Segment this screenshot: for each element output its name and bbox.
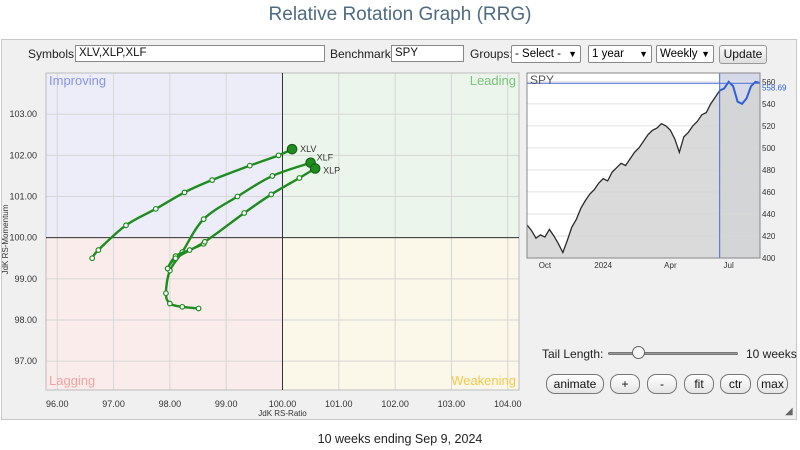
update-button[interactable]: Update <box>719 45 767 64</box>
frequency-select[interactable]: Weekly ▼ <box>656 45 714 63</box>
tail-length-slider[interactable] <box>608 352 738 355</box>
period-select[interactable]: 1 year ▼ <box>588 45 652 63</box>
tail-length-label: Tail Length: <box>542 347 604 361</box>
chevron-down-icon: ▼ <box>701 49 710 59</box>
zoom-out-button[interactable]: - <box>647 374 677 394</box>
groups-label: Groups: <box>470 47 513 61</box>
resize-grip-icon[interactable]: ◢ <box>785 406 793 417</box>
symbols-input[interactable]: XLV,XLP,XLF <box>75 45 325 62</box>
max-button[interactable]: max <box>757 374 788 394</box>
tail-length-value: 10 weeks <box>746 347 797 361</box>
footer-caption: 10 weeks ending Sep 9, 2024 <box>317 432 483 446</box>
rrg-panel <box>1 39 797 420</box>
chevron-down-icon: ▼ <box>568 49 577 59</box>
animate-button[interactable]: animate <box>546 374 604 394</box>
groups-select-value: - Select - <box>515 48 562 60</box>
fit-button[interactable]: fit <box>684 374 714 394</box>
chevron-down-icon: ▼ <box>639 49 648 59</box>
tail-length-slider-handle[interactable] <box>632 346 645 359</box>
frequency-select-value: Weekly <box>660 48 698 60</box>
period-select-value: 1 year <box>592 48 624 60</box>
benchmark-input[interactable]: SPY <box>391 45 464 62</box>
benchmark-label: Benchmark: <box>330 47 395 61</box>
center-button[interactable]: ctr <box>720 374 751 394</box>
symbols-label: Symbols: <box>28 47 78 61</box>
groups-select[interactable]: - Select - ▼ <box>511 45 581 63</box>
zoom-in-button[interactable]: + <box>610 374 640 394</box>
page-title: Relative Rotation Graph (RRG) <box>268 4 532 25</box>
